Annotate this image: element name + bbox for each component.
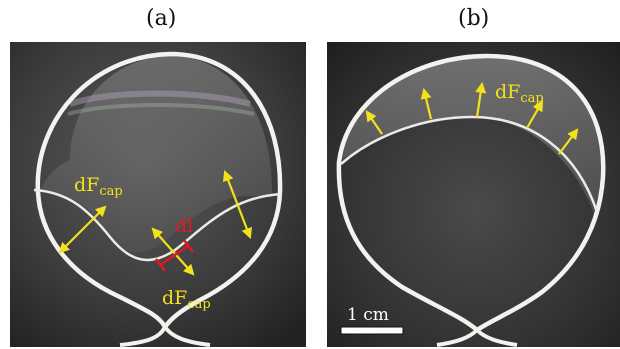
photo-panel-a: dFcap dl dFcap (10, 42, 306, 347)
force-arrow-b-1 (365, 110, 383, 135)
interference-band-2 (67, 103, 255, 116)
force-label-top: dFcap (495, 81, 544, 106)
photo-panel-b: dFcap 1 cm (327, 42, 620, 347)
photo-b-drawing: dFcap 1 cm (327, 42, 620, 347)
thread-b (340, 115, 599, 213)
wire-stem-right (163, 325, 211, 347)
interference-band (69, 90, 251, 107)
wire-stem-right-b (475, 328, 518, 347)
soap-film-a (40, 56, 272, 253)
panel-b-label: (b) (458, 6, 490, 31)
wire-loop-b (336, 53, 606, 332)
length-element-label: dl (175, 215, 193, 237)
scale-bar (340, 326, 404, 335)
force-arrow-b-5 (558, 128, 579, 155)
wire-stem-left (119, 325, 167, 347)
force-arrow-b-3 (475, 81, 487, 118)
wire-stem-left-b (436, 328, 479, 347)
force-label-left: dFcap (74, 174, 123, 199)
length-element-cap-left (155, 258, 166, 272)
force-arrow-bottom (151, 227, 195, 276)
panel-a-label: (a) (146, 6, 177, 31)
force-arrow-left (58, 205, 107, 254)
length-element-cap-right (183, 239, 194, 253)
force-arrow-b-2 (420, 87, 433, 120)
wire-loop-a (35, 51, 283, 329)
force-arrow-b-4 (526, 100, 544, 129)
force-arrow-right (223, 169, 252, 240)
soap-film-b (339, 57, 603, 217)
scale-bar-label: 1 cm (347, 305, 389, 325)
force-label-bottom: dFcap (162, 287, 211, 312)
length-element-marker (159, 244, 189, 267)
photo-a-drawing: dFcap dl dFcap (10, 42, 306, 347)
